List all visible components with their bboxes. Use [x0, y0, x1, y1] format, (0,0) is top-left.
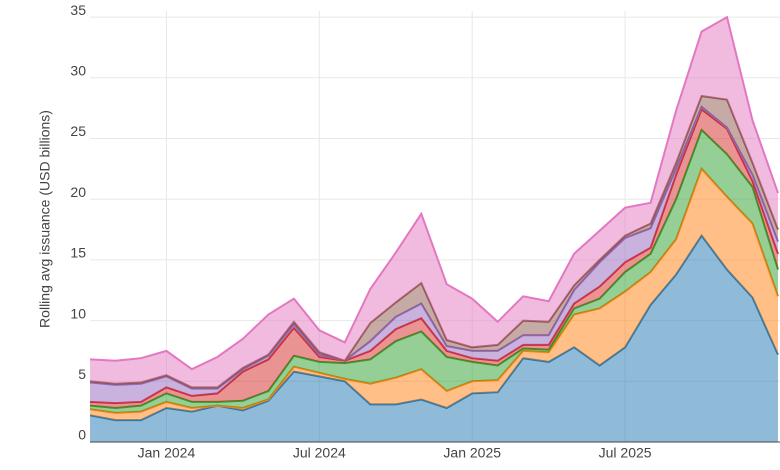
area-line: [89, 15, 779, 371]
y-tick-label: 25: [70, 123, 86, 139]
x-tick-label: Jul 2025: [599, 445, 652, 461]
y-axis-title: Rolling avg issuance (USD billions): [37, 110, 53, 328]
y-tick-label: 20: [70, 184, 86, 200]
y-tick-label: 35: [70, 2, 86, 18]
area-fill: [90, 235, 778, 442]
x-tick-label: Jan 2024: [138, 445, 196, 461]
x-tick-label: Jan 2025: [443, 445, 501, 461]
y-tick-label: 15: [70, 245, 86, 261]
area-fill: [90, 168, 778, 421]
y-tick-label: 5: [78, 366, 86, 382]
axis-layer: 0 5 10 15 20 25 30 35 Jan 2024 Jul 2024 Jan 2025 Ju…: [70, 2, 780, 461]
area-fill: [90, 109, 778, 409]
y-tick-label: 10: [70, 305, 86, 321]
area-layer: [89, 15, 779, 442]
area-fill: [90, 17, 778, 388]
area-fill: [90, 130, 778, 413]
y-tick-label: 30: [70, 62, 86, 78]
y-tick-label: 0: [78, 427, 86, 443]
x-tick-label: Jul 2024: [293, 445, 346, 461]
